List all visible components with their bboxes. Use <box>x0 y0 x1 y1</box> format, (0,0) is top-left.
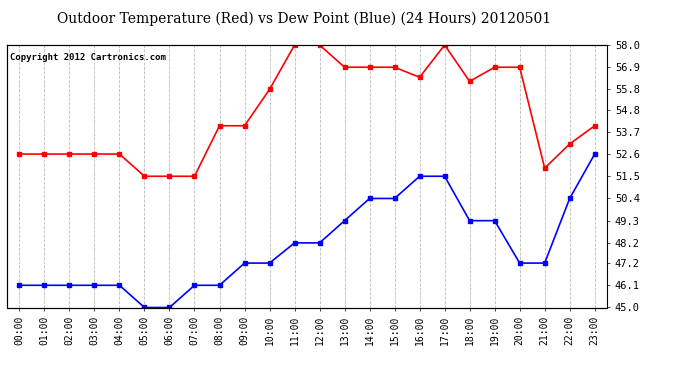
Text: Copyright 2012 Cartronics.com: Copyright 2012 Cartronics.com <box>10 53 166 62</box>
Text: Outdoor Temperature (Red) vs Dew Point (Blue) (24 Hours) 20120501: Outdoor Temperature (Red) vs Dew Point (… <box>57 11 551 26</box>
